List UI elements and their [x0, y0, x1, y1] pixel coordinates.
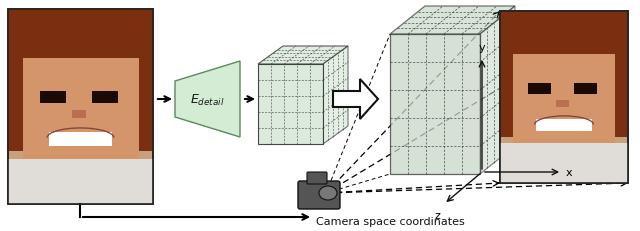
Bar	[92, 91, 118, 103]
Bar	[500, 77, 515, 137]
Bar	[536, 120, 592, 132]
Text: $E_{detail}$: $E_{detail}$	[190, 92, 224, 107]
Bar	[500, 12, 628, 183]
Bar	[136, 84, 153, 152]
Text: Camera space coordinates: Camera space coordinates	[316, 216, 465, 226]
Ellipse shape	[319, 186, 337, 200]
Polygon shape	[323, 47, 348, 144]
Bar	[500, 12, 628, 183]
Text: x: x	[566, 167, 573, 177]
Bar	[500, 144, 628, 183]
Polygon shape	[258, 65, 323, 144]
Bar	[556, 101, 569, 108]
Bar	[574, 84, 597, 94]
Polygon shape	[258, 47, 348, 65]
Polygon shape	[390, 35, 480, 174]
Bar	[8, 10, 153, 103]
Bar	[8, 10, 153, 204]
Bar	[72, 111, 86, 119]
Bar	[49, 132, 113, 146]
Bar	[8, 84, 26, 152]
FancyBboxPatch shape	[298, 181, 340, 209]
Text: y: y	[479, 43, 485, 53]
Bar	[612, 77, 628, 137]
Bar	[8, 10, 153, 204]
Polygon shape	[333, 80, 378, 119]
Polygon shape	[175, 62, 240, 137]
Polygon shape	[480, 7, 515, 174]
Bar	[513, 55, 615, 144]
Polygon shape	[390, 7, 515, 35]
Bar	[40, 91, 66, 103]
Bar	[8, 159, 153, 204]
FancyBboxPatch shape	[307, 172, 327, 184]
Bar	[528, 84, 551, 94]
Bar	[22, 58, 138, 159]
Text: z: z	[434, 210, 440, 220]
Bar	[500, 12, 628, 94]
